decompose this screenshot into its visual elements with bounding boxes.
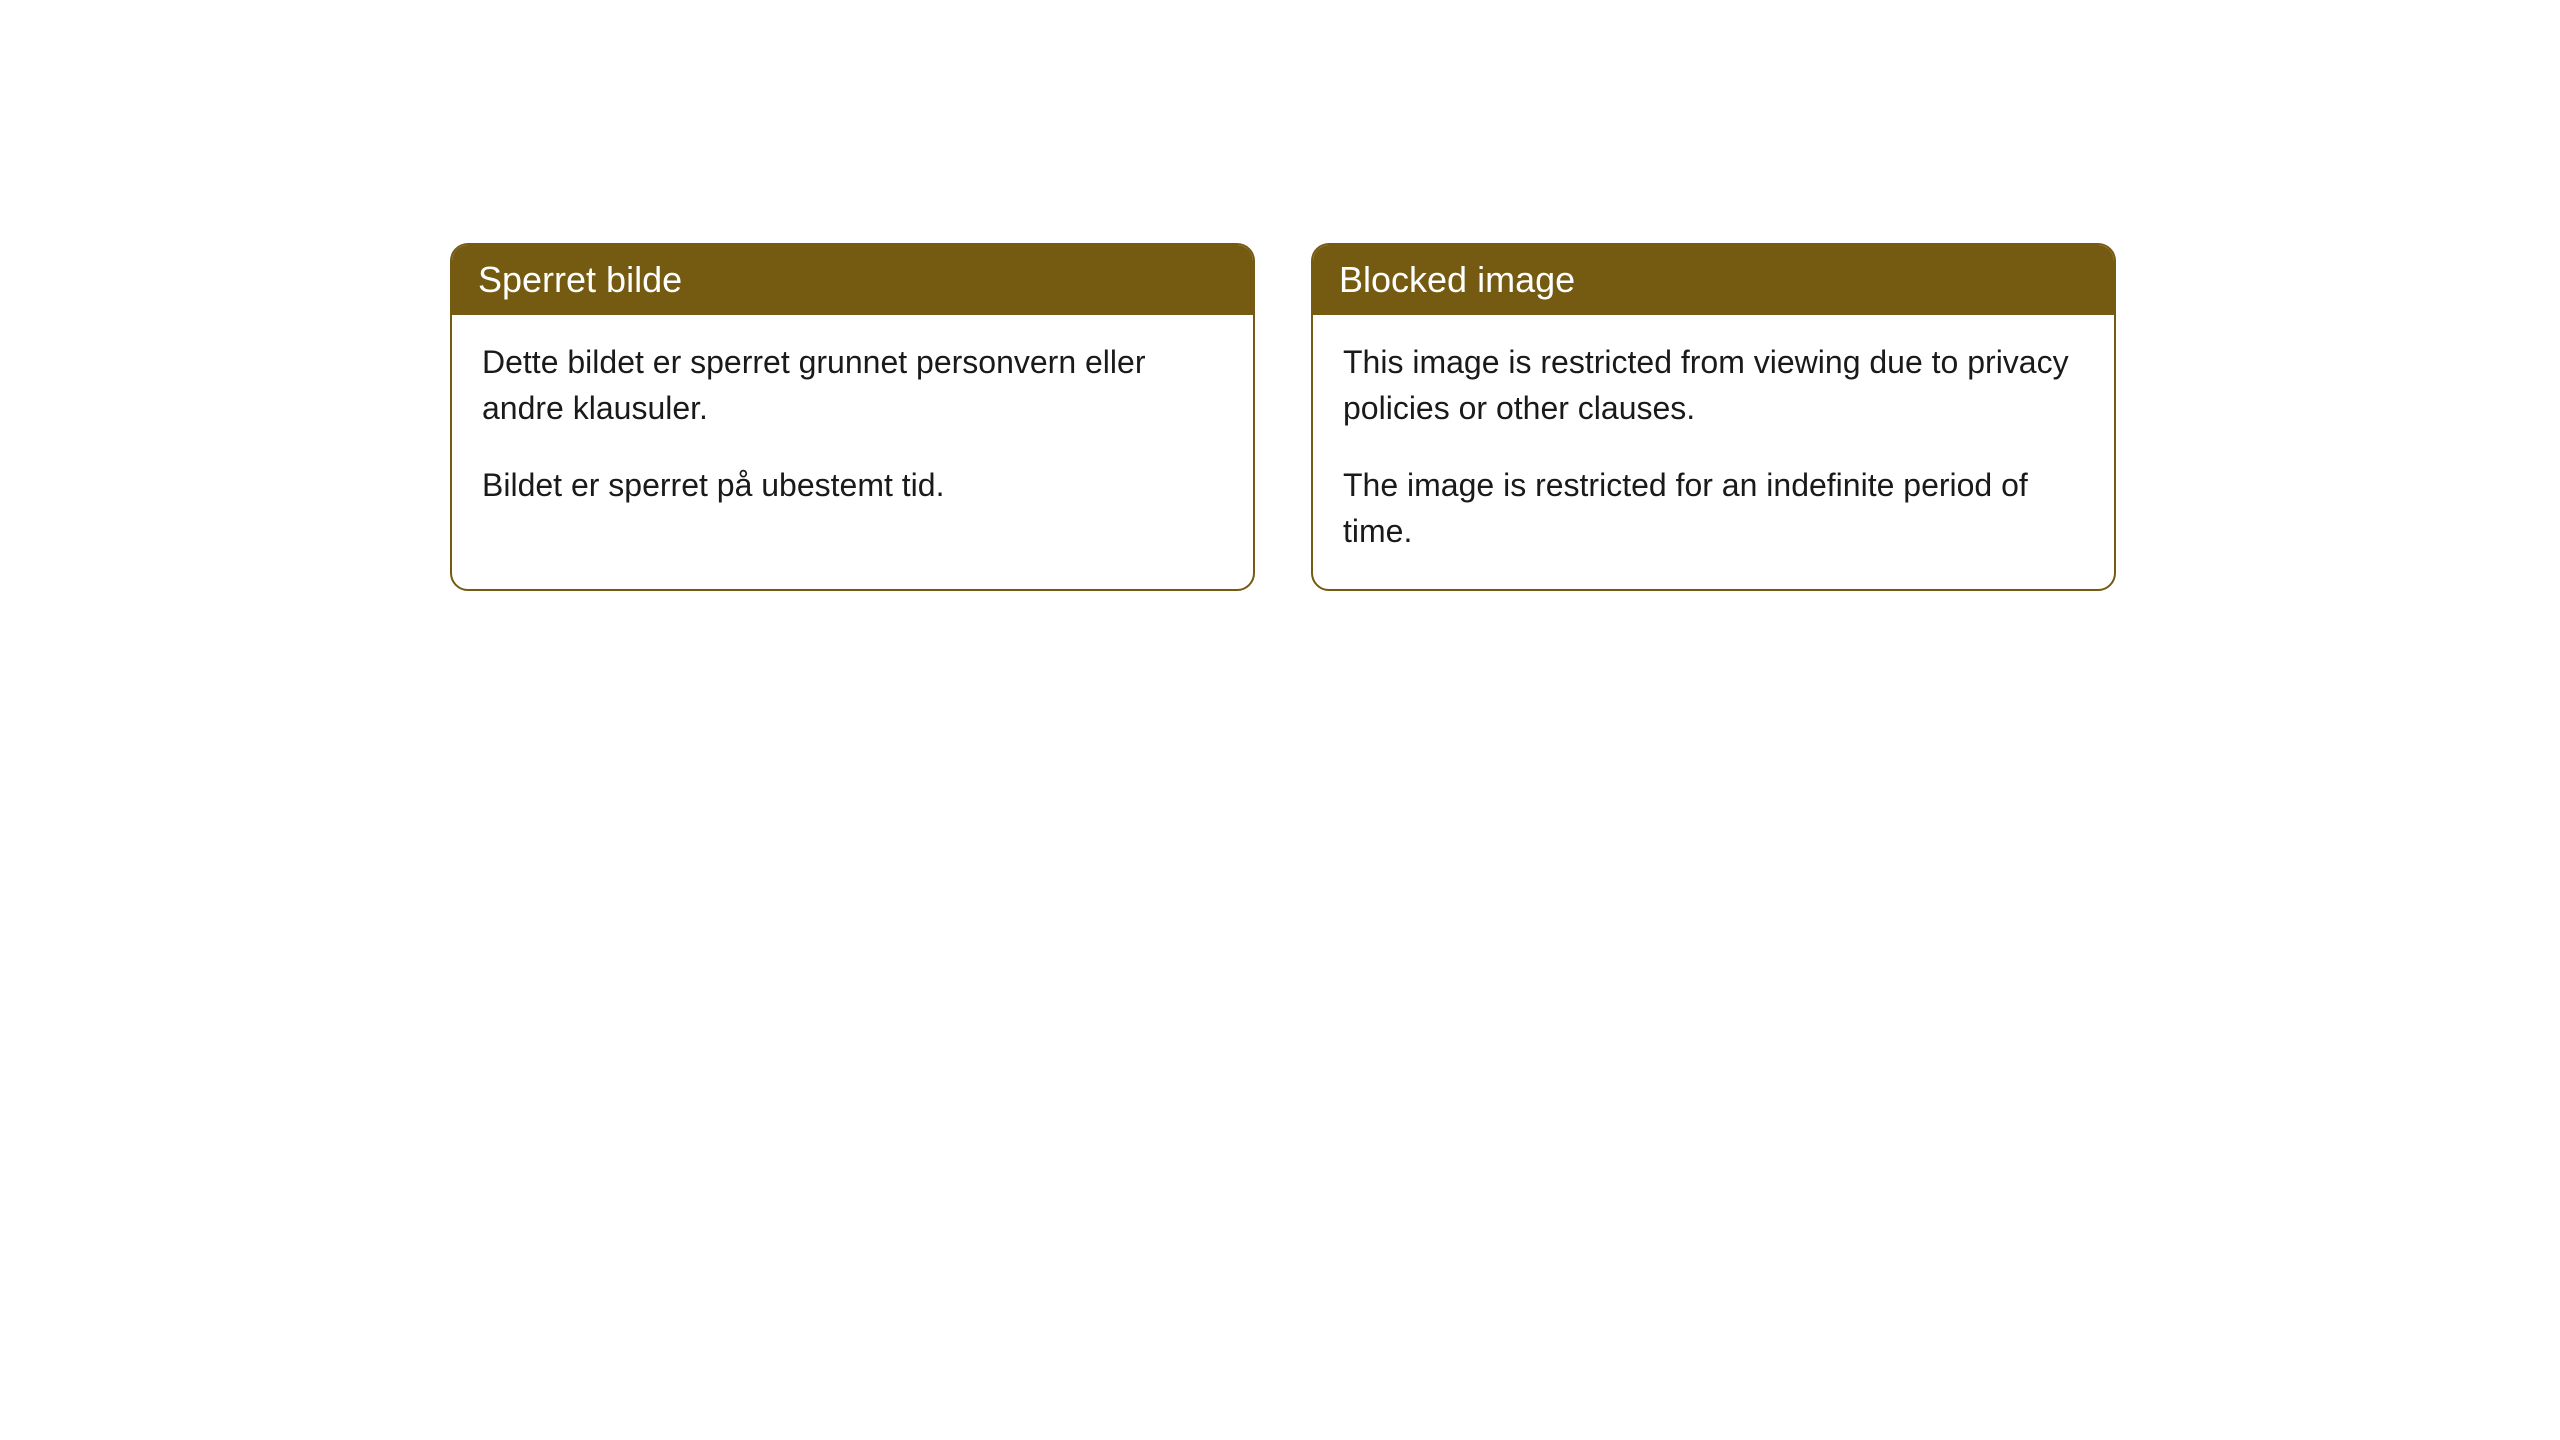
card-header: Blocked image xyxy=(1313,245,2114,315)
card-body: This image is restricted from viewing du… xyxy=(1313,315,2114,589)
blocked-image-card-norwegian: Sperret bilde Dette bildet er sperret gr… xyxy=(450,243,1255,591)
card-header: Sperret bilde xyxy=(452,245,1253,315)
card-paragraph: Dette bildet er sperret grunnet personve… xyxy=(482,339,1223,432)
card-paragraph: Bildet er sperret på ubestemt tid. xyxy=(482,462,1223,508)
blocked-image-card-english: Blocked image This image is restricted f… xyxy=(1311,243,2116,591)
cards-container: Sperret bilde Dette bildet er sperret gr… xyxy=(450,243,2116,591)
card-paragraph: This image is restricted from viewing du… xyxy=(1343,339,2084,432)
card-title: Blocked image xyxy=(1339,259,1575,300)
card-title: Sperret bilde xyxy=(478,259,682,300)
card-paragraph: The image is restricted for an indefinit… xyxy=(1343,462,2084,555)
card-body: Dette bildet er sperret grunnet personve… xyxy=(452,315,1253,542)
